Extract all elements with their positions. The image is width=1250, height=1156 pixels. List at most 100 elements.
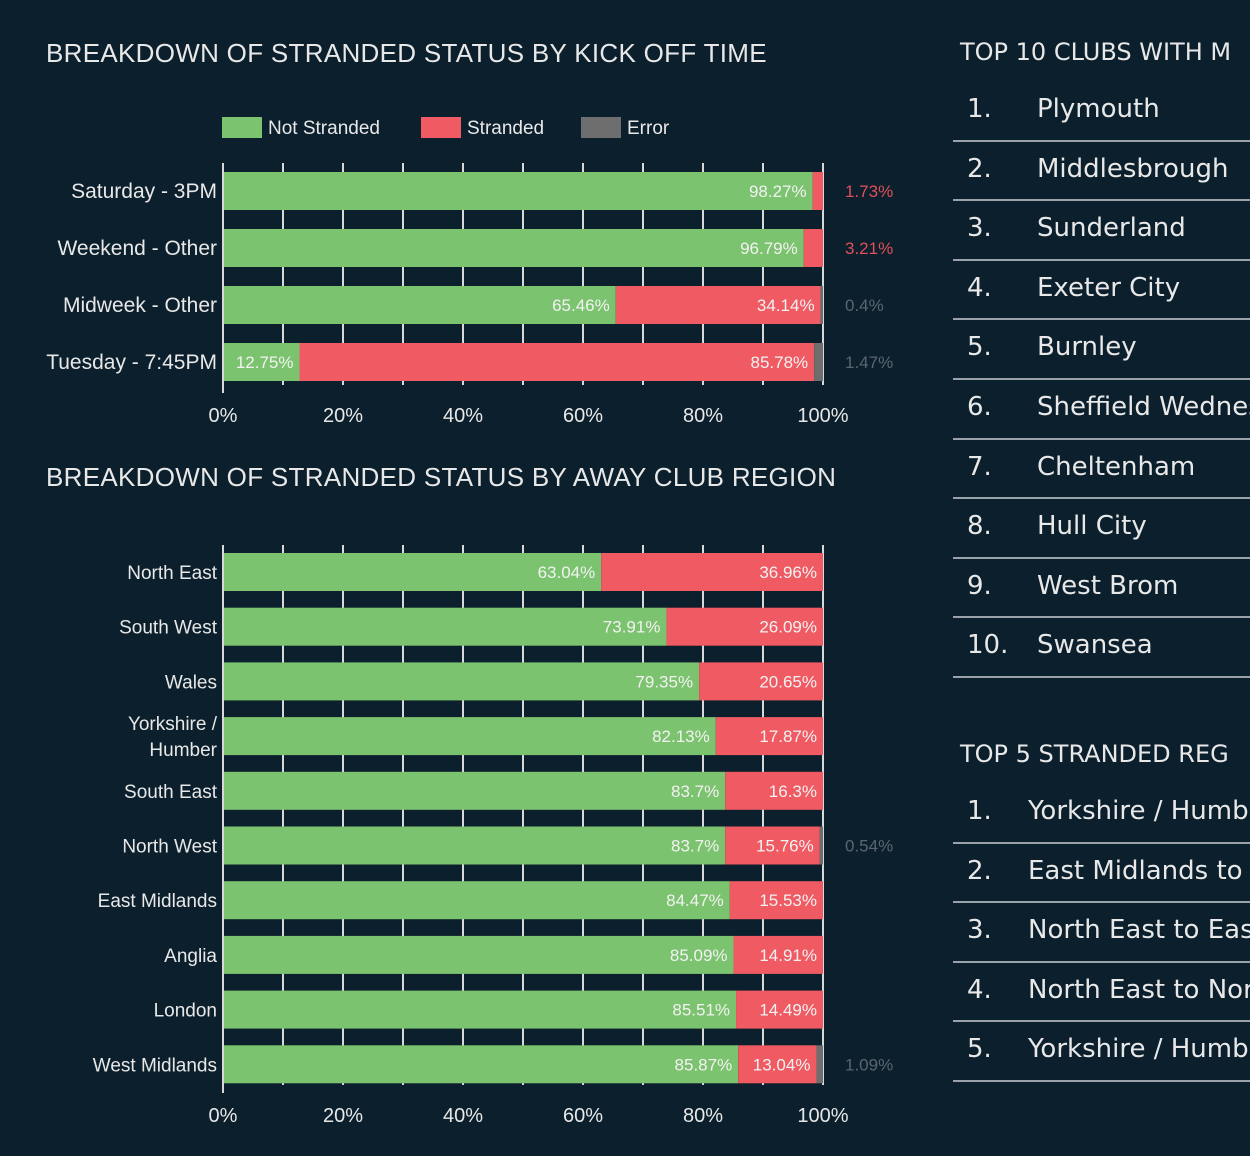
data-label: 85.78% xyxy=(751,353,809,372)
legend-swatch-stranded xyxy=(421,117,461,138)
data-label: 98.27% xyxy=(749,182,807,201)
bar-stranded xyxy=(615,286,821,324)
x-tick-label: 100% xyxy=(797,405,848,427)
data-label: 15.53% xyxy=(759,891,817,910)
list-item: 6. Sheffield Wednes xyxy=(953,380,1250,440)
list-item: 7. Cheltenham xyxy=(953,440,1250,500)
data-label: 20.65% xyxy=(759,672,817,691)
rank: 1. xyxy=(967,796,992,826)
x-tick-label: 60% xyxy=(563,405,603,427)
rank: 5. xyxy=(967,1034,992,1065)
category-label: Humber xyxy=(149,740,217,761)
category-label: Tuesday - 7:45PM xyxy=(46,351,217,374)
item-name: West Brom xyxy=(1037,570,1179,601)
x-tick-label: 0% xyxy=(209,1105,238,1127)
legend-label: Not Stranded xyxy=(268,118,380,139)
category-label: Wales xyxy=(165,672,217,693)
bar-stranded xyxy=(733,935,823,974)
charts-canvas: Not Stranded Stranded Error 98.27% 1.73% Satu… xyxy=(46,117,893,1127)
data-label: 16.3% xyxy=(769,782,817,801)
bar-not-stranded xyxy=(223,607,667,646)
list-item: 9. West Brom xyxy=(953,559,1250,619)
x-tick-label: 40% xyxy=(443,1105,483,1127)
bar-stranded xyxy=(725,771,823,810)
category-label: Saturday - 3PM xyxy=(71,180,217,203)
bar-stranded xyxy=(601,553,823,591)
data-label: 65.46% xyxy=(552,296,610,315)
category-label: Weekend - Other xyxy=(57,237,217,260)
bar-stranded xyxy=(715,717,823,756)
bar-stranded xyxy=(736,990,823,1029)
data-label-outside: 1.73% xyxy=(845,182,893,201)
x-tick-label: 20% xyxy=(323,1105,363,1127)
data-label: 14.49% xyxy=(759,1001,817,1020)
bar-not-stranded xyxy=(223,286,616,324)
x-tick-label: 40% xyxy=(443,405,483,427)
bar-stranded xyxy=(729,881,823,920)
item-name: Exeter City xyxy=(1037,272,1181,303)
list-item: 1. Plymouth xyxy=(953,82,1250,142)
chart-title-region: BREAKDOWN OF STRANDED STATUS BY AWAY CLU… xyxy=(46,462,837,492)
bar-stranded xyxy=(812,172,823,210)
category-label: South East xyxy=(124,782,218,803)
data-label: 73.91% xyxy=(603,618,661,637)
rank: 2. xyxy=(967,153,992,184)
top-regions-list: 1. Yorkshire / Humb 2. East Midlands to 3. No… xyxy=(953,784,1250,1082)
list-item: 3. North East to Eas xyxy=(953,903,1250,963)
data-label: 96.79% xyxy=(740,239,798,258)
list-item: 2. Middlesbrough xyxy=(953,142,1250,202)
data-label: 79.35% xyxy=(635,672,693,691)
bar-stranded xyxy=(803,229,823,267)
list-item: 3. Sunderland xyxy=(953,201,1250,261)
top-clubs-title: TOP 10 CLUBS WITH M xyxy=(960,38,1232,66)
rank: 1. xyxy=(967,94,992,124)
rank: 3. xyxy=(967,213,992,244)
rank: 4. xyxy=(967,974,992,1005)
item-name: Cheltenham xyxy=(1037,451,1196,482)
x-tick-label: 20% xyxy=(323,405,363,427)
data-label: 83.7% xyxy=(671,837,719,856)
data-label: 34.14% xyxy=(757,296,815,315)
bar-error xyxy=(820,286,823,324)
data-label: 85.87% xyxy=(675,1055,733,1074)
data-label-outside: 1.47% xyxy=(845,353,893,372)
list-item: 5. Yorkshire / Humb xyxy=(953,1022,1250,1082)
rank: 6. xyxy=(967,391,992,422)
list-item: 4. Exeter City xyxy=(953,261,1250,321)
data-label-outside: 0.4% xyxy=(845,296,884,315)
data-label: 12.75% xyxy=(236,353,294,372)
data-label-outside: 1.09% xyxy=(845,1055,893,1074)
item-name: Yorkshire / Humb xyxy=(1028,1034,1249,1065)
x-tick-label: 60% xyxy=(563,1105,603,1127)
data-label: 63.04% xyxy=(538,563,596,582)
rank: 2. xyxy=(967,855,992,886)
bar-not-stranded xyxy=(223,881,730,920)
item-name: Hull City xyxy=(1037,511,1147,542)
data-label: 14.91% xyxy=(759,946,817,965)
x-tick-label: 0% xyxy=(209,405,238,427)
bar-stranded xyxy=(699,662,823,701)
category-label: Anglia xyxy=(164,946,217,967)
bar-error xyxy=(814,343,823,381)
bar-stranded xyxy=(738,1045,817,1084)
legend-swatch-error xyxy=(581,117,621,138)
data-label: 83.7% xyxy=(671,782,719,801)
data-label: 85.09% xyxy=(670,946,728,965)
bar-not-stranded xyxy=(223,826,726,865)
data-label: 17.87% xyxy=(759,727,817,746)
category-label: North East xyxy=(127,563,217,584)
bar-stranded xyxy=(666,607,823,646)
legend-swatch-not-stranded xyxy=(222,117,262,138)
data-label: 85.51% xyxy=(672,1001,730,1020)
bar-error xyxy=(819,826,823,865)
bar-not-stranded xyxy=(223,662,700,701)
item-name: North East to Nort xyxy=(1028,974,1250,1005)
data-label-outside: 3.21% xyxy=(845,239,893,258)
rank: 9. xyxy=(967,570,992,601)
category-label: East Midlands xyxy=(98,891,217,912)
bar-not-stranded xyxy=(223,935,734,974)
data-label: 26.09% xyxy=(759,618,817,637)
item-name: East Midlands to xyxy=(1028,855,1243,886)
top-clubs-list: 1. Plymouth 2. Middlesbrough 3. Sunderland 4. E… xyxy=(953,82,1250,678)
item-name: Yorkshire / Humb xyxy=(1028,796,1249,826)
